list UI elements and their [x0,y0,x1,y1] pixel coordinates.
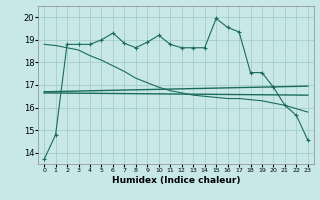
X-axis label: Humidex (Indice chaleur): Humidex (Indice chaleur) [112,176,240,185]
